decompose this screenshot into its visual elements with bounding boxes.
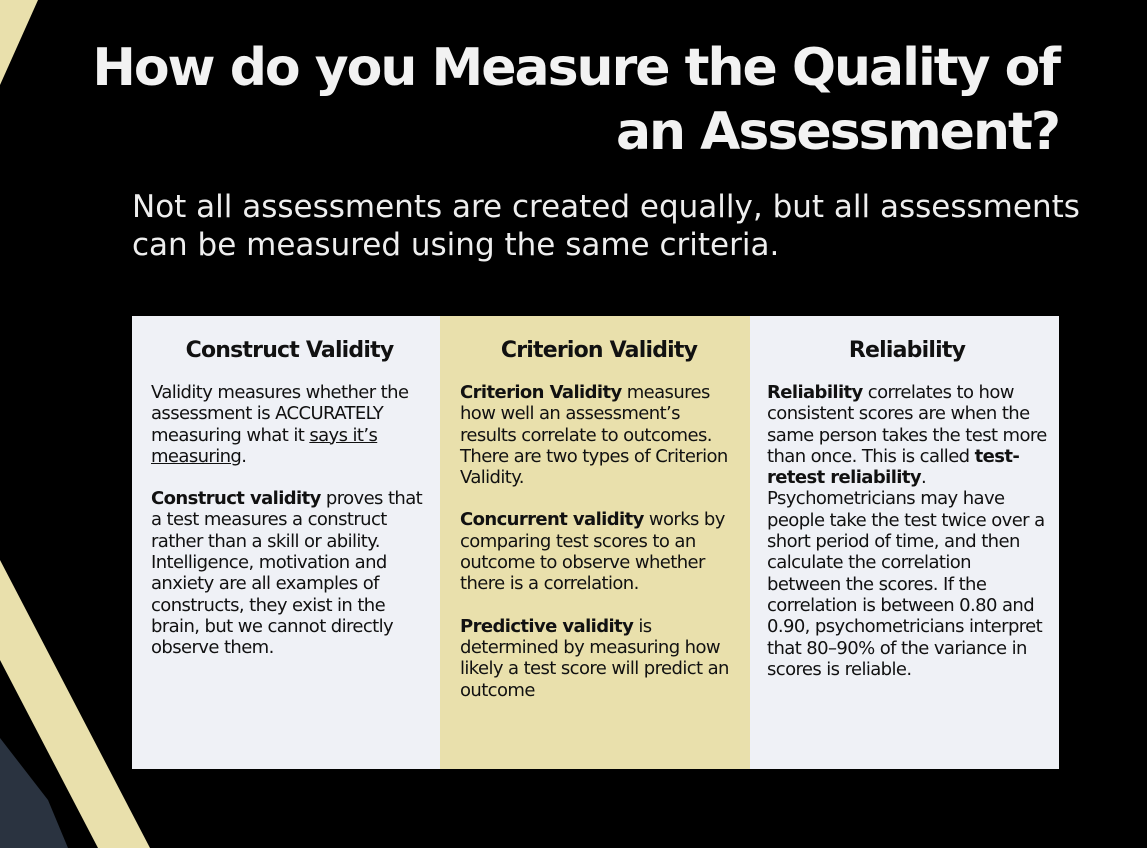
column-criterion-validity: Criterion Validity Criterion Validity me… [440, 316, 750, 769]
column-heading: Reliability [848, 338, 966, 363]
construct-validity-definition: Validity measures whether the assessment… [151, 382, 409, 467]
column-reliability: Reliability Reliability correlates to ho… [750, 316, 1059, 769]
presenter-photo-fragment [0, 738, 68, 848]
accent-stripe-bottom [0, 560, 150, 848]
reliability-definition: Reliability correlates to how consistent… [767, 382, 1047, 680]
column-heading: Criterion Validity [500, 338, 698, 363]
criterion-validity-definition: Criterion Validity measures how well an … [460, 382, 728, 489]
predictive-validity-text: Predictive validity is determined by mea… [460, 615, 729, 701]
underlined-phrase: says it’s measuring [151, 424, 378, 467]
accent-stripe-top [0, 0, 38, 85]
criteria-table: Construct Validity Validity measures whe… [132, 316, 1059, 769]
slide-subtitle: Not all assessments are created equally,… [132, 189, 1080, 263]
construct-validity-detail: Construct validity proves that a test me… [151, 488, 423, 659]
column-heading: Construct Validity [185, 338, 395, 363]
slide-title: How do you Measure the Quality of an Ass… [92, 38, 1061, 162]
column-construct-validity: Construct Validity Validity measures whe… [132, 316, 440, 769]
concurrent-validity-text: Concurrent validity works by comparing t… [460, 509, 725, 595]
